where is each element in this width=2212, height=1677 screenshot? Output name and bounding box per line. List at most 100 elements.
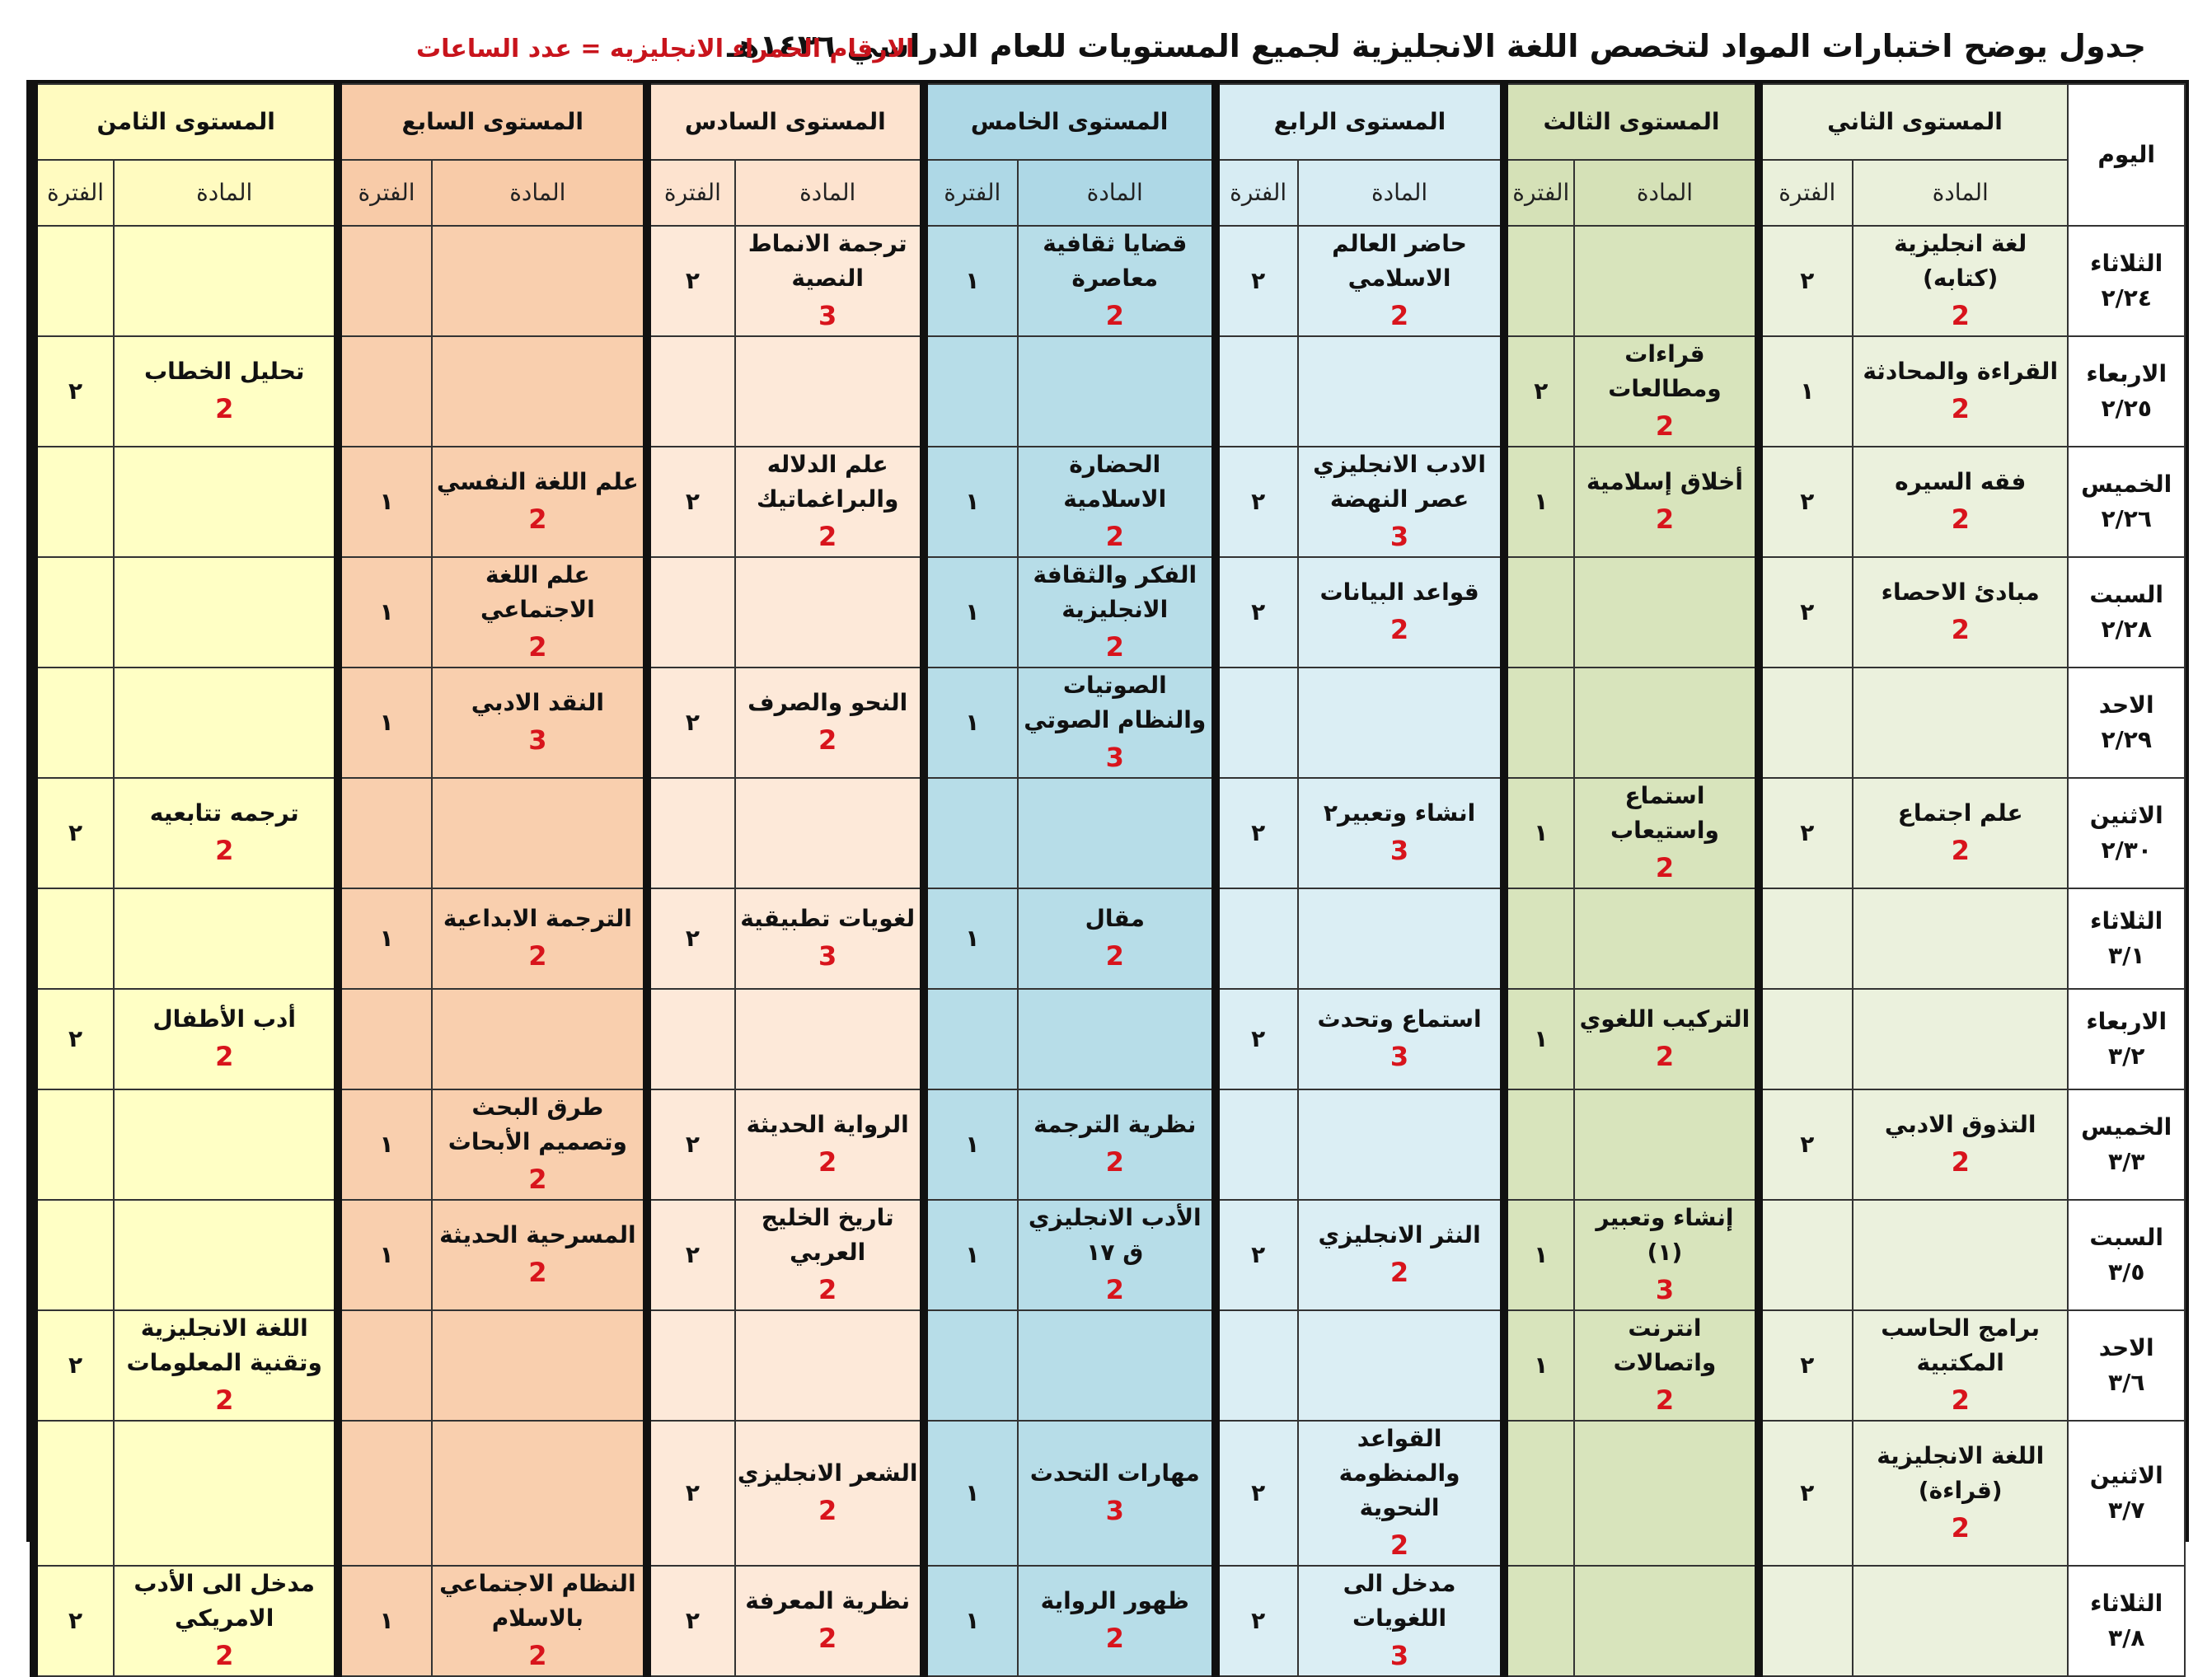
period-cell: ٢ xyxy=(29,1565,115,1677)
subject-cell xyxy=(1851,988,2069,1090)
subject-cell: إنشاء وتعبير (١) 3 xyxy=(1573,1199,1760,1311)
schedule-row: الاربعاء ٣/٢ التركيب اللغوي 2 ١ استماع وتحدث 3… xyxy=(29,988,2186,1090)
schedule-row: الاحد ٣/٦ برامج الحاسب المكتبية 2 ٢ انترنت وا… xyxy=(29,1309,2186,1422)
period-cell xyxy=(1500,1420,1576,1567)
credit-hours: 2 xyxy=(1105,631,1124,663)
subject-name: قراءات ومطالعات xyxy=(1608,340,1722,402)
subject-name: القراءة والمحادثة xyxy=(1863,358,2059,385)
credit-hours: 2 xyxy=(818,1495,837,1526)
period-cell xyxy=(1211,1309,1299,1422)
period-cell xyxy=(643,1309,736,1422)
period-cell: ١ xyxy=(334,1199,433,1311)
period-cell: ١ xyxy=(1500,777,1576,889)
period-cell: ١ xyxy=(919,1199,1019,1311)
credit-hours: 2 xyxy=(1105,1146,1124,1178)
subject-column-header: المادة xyxy=(1296,159,1506,227)
period-column-header: الفترة xyxy=(643,159,736,227)
subject-cell: الادب الانجليزي عصر النهضة 3 xyxy=(1296,446,1506,558)
period-column-header: الفترة xyxy=(29,159,115,227)
subject-cell xyxy=(113,446,340,558)
day-date: ٢/٢٤ xyxy=(2101,284,2152,312)
period-cell: ١ xyxy=(1500,988,1576,1090)
subject-column-header: المادة xyxy=(1573,159,1760,227)
period-cell: ٢ xyxy=(643,225,736,337)
subject-cell xyxy=(430,777,649,889)
period-cell: ١ xyxy=(919,1089,1019,1201)
credit-hours: 3 xyxy=(1105,742,1124,773)
period-cell: ١ xyxy=(334,1089,433,1201)
subject-cell xyxy=(113,556,340,668)
period-cell: ١ xyxy=(919,667,1019,779)
period-cell xyxy=(1500,225,1576,337)
period-cell: ٢ xyxy=(1500,335,1576,447)
subject-cell: تحليل الخطاب 2 xyxy=(113,335,340,447)
period-cell xyxy=(919,988,1019,1090)
subject-cell xyxy=(733,556,925,668)
period-cell xyxy=(643,556,736,668)
subject-name: لغة انجليزية (كتابه) xyxy=(1894,230,2027,292)
period-cell xyxy=(334,225,433,337)
credit-hours: 2 xyxy=(1655,852,1675,883)
credit-hours: 2 xyxy=(528,504,547,535)
hours-legend-note: الارقام الحمراء الانجليزيه = عدد الساعات xyxy=(416,35,915,63)
subject-cell: الصوتيات والنظام الصوتي 3 xyxy=(1016,667,1216,779)
subject-column-header: المادة xyxy=(733,159,925,227)
subject-cell: تاريخ الخليج العربي 2 xyxy=(733,1199,925,1311)
day-cell: الاثنين ٣/٧ xyxy=(2067,1420,2186,1567)
day-cell: السبت ٣/٥ xyxy=(2067,1199,2186,1311)
subject-name: مبادئ الاحصاء xyxy=(1881,579,2040,606)
subject-name: ظهور الرواية xyxy=(1040,1587,1189,1614)
day-cell: السبت ٢/٢٨ xyxy=(2067,556,2186,668)
subject-name: مدخل الى اللغويات xyxy=(1343,1570,1456,1632)
subject-column-header: المادة xyxy=(1016,159,1216,227)
credit-hours: 2 xyxy=(528,1640,547,1671)
subject-cell: الفكر والثقافة الانجليزية 2 xyxy=(1016,556,1216,668)
subject-cell: طرق البحث وتصميم الأبحاث 2 xyxy=(430,1089,649,1201)
subject-name: المسرحية الحديثة xyxy=(439,1221,636,1248)
subject-name: النحو والصرف xyxy=(747,689,908,716)
subject-name: الرواية الحديثة xyxy=(746,1111,909,1138)
period-cell xyxy=(334,777,433,889)
subject-name: مقال xyxy=(1085,905,1145,932)
subject-name: الأدب الانجليزي ق ١٧ xyxy=(1028,1204,1202,1266)
period-cell: ٢ xyxy=(1211,225,1299,337)
subject-cell xyxy=(430,1420,649,1567)
subject-name: علم اللغة الاجتماعي xyxy=(480,561,595,623)
schedule-row: الثلاثاء ٣/١ مقال 2 ١ لغويات تطبيقية 3 ٢ الترجمة… xyxy=(29,888,2186,990)
period-column-header: الفترة xyxy=(1211,159,1299,227)
subject-cell: استماع وتحدث 3 xyxy=(1296,988,1506,1090)
subject-name: التذوق الادبي xyxy=(1884,1111,2036,1138)
subject-cell: الشعر الانجليزي 2 xyxy=(733,1420,925,1567)
credit-hours: 3 xyxy=(818,300,837,331)
credit-hours: 2 xyxy=(1390,1257,1409,1288)
period-cell: ٢ xyxy=(29,1309,115,1422)
subject-name: ترجمه تتابعيه xyxy=(149,799,299,827)
subject-name: النقد الادبي xyxy=(471,689,604,716)
period-cell xyxy=(29,446,115,558)
subject-cell xyxy=(1296,667,1506,779)
period-cell: ٢ xyxy=(643,1089,736,1201)
exam-schedule-table: اليوم المستوى الثاني المستوى الثالث المستوى… xyxy=(29,83,2186,1677)
subject-name: الترجمة الابداعية xyxy=(443,905,632,932)
period-cell xyxy=(919,335,1019,447)
subject-cell xyxy=(1016,335,1216,447)
subject-name: النثر الانجليزي xyxy=(1318,1221,1481,1248)
subject-cell: أدب الأطفال 2 xyxy=(113,988,340,1090)
period-cell: ١ xyxy=(334,888,433,990)
subject-name: إنشاء وتعبير (١) xyxy=(1596,1204,1734,1266)
day-cell: الاحد ٢/٢٩ xyxy=(2067,667,2186,779)
credit-hours: 2 xyxy=(1105,300,1124,331)
day-name: الخميس xyxy=(2081,1113,2172,1141)
day-date: ٣/١ xyxy=(2108,942,2145,969)
period-cell xyxy=(1754,988,1853,1090)
period-column-header: الفترة xyxy=(1754,159,1853,227)
day-name: الخميس xyxy=(2081,471,2172,498)
period-cell xyxy=(1211,335,1299,447)
credit-hours: 2 xyxy=(215,393,234,424)
day-date: ٣/٥ xyxy=(2108,1258,2145,1286)
level-title: المستوى الخامس xyxy=(919,83,1216,161)
period-cell xyxy=(1500,556,1576,668)
subject-cell: حاضر العالم الاسلامي 2 xyxy=(1296,225,1506,337)
day-name: الثلاثاء xyxy=(2090,250,2163,277)
subject-name: تاريخ الخليج العربي xyxy=(761,1204,894,1266)
